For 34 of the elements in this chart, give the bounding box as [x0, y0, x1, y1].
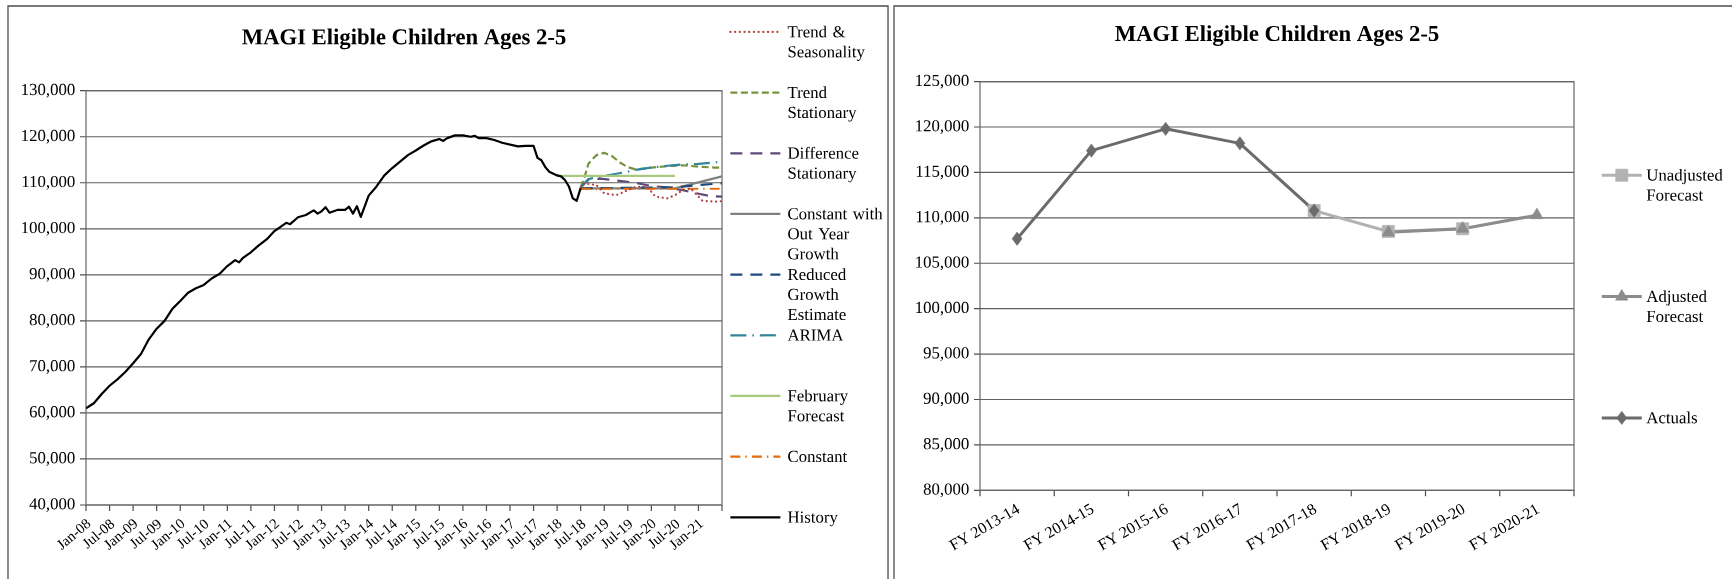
y-tick-label: 50,000 — [30, 452, 75, 466]
legend-label: Trend & Seasonality — [787, 25, 865, 61]
y-tick-label: 85,000 — [923, 438, 969, 452]
y-tick-label: 40,000 — [29, 498, 75, 512]
legend-label: History — [787, 511, 838, 527]
legend-label: Constant with Out Year Growth — [788, 207, 883, 260]
y-tick-label: 110,000 — [22, 175, 75, 190]
y-tick-label: 130,000 — [22, 83, 75, 98]
legend-label: ARIMA — [787, 329, 844, 341]
y-tick-label: 115,000 — [916, 165, 969, 180]
legend-label: Adjusted Forecast — [1646, 290, 1707, 323]
y-tick-label: 60,000 — [29, 406, 75, 420]
legend-label: Trend Stationary — [787, 86, 857, 122]
legend-label: Constant — [788, 450, 848, 463]
y-tick-label: 110,000 — [916, 210, 969, 225]
y-tick-label: 70,000 — [30, 360, 75, 374]
chart-title: MAGI Eligible Children Ages 2-5 — [242, 28, 566, 50]
y-tick-label: 105,000 — [916, 256, 969, 271]
y-tick-label: 120,000 — [916, 120, 969, 134]
legend-label: February Forecast — [787, 389, 849, 422]
y-tick-label: 90,000 — [923, 392, 969, 407]
legend-label: Difference Stationary — [787, 146, 859, 183]
y-tick-label: 90,000 — [29, 267, 75, 282]
y-tick-label: 100,000 — [916, 301, 969, 316]
y-tick-label: 80,000 — [923, 483, 969, 498]
y-tick-label: 125,000 — [916, 74, 969, 89]
y-tick-label: 120,000 — [22, 129, 75, 144]
legend-label: Actuals — [1646, 411, 1697, 424]
y-tick-label: 95,000 — [923, 347, 969, 361]
legend-label: Reduced Growth Estimate — [787, 268, 847, 321]
chart-title: MAGI Eligible Children Ages 2-5 — [1115, 25, 1439, 46]
legend-label: Unadjusted Forecast — [1646, 168, 1723, 201]
y-tick-label: 80,000 — [29, 314, 75, 328]
y-tick-label: 100,000 — [22, 221, 75, 236]
